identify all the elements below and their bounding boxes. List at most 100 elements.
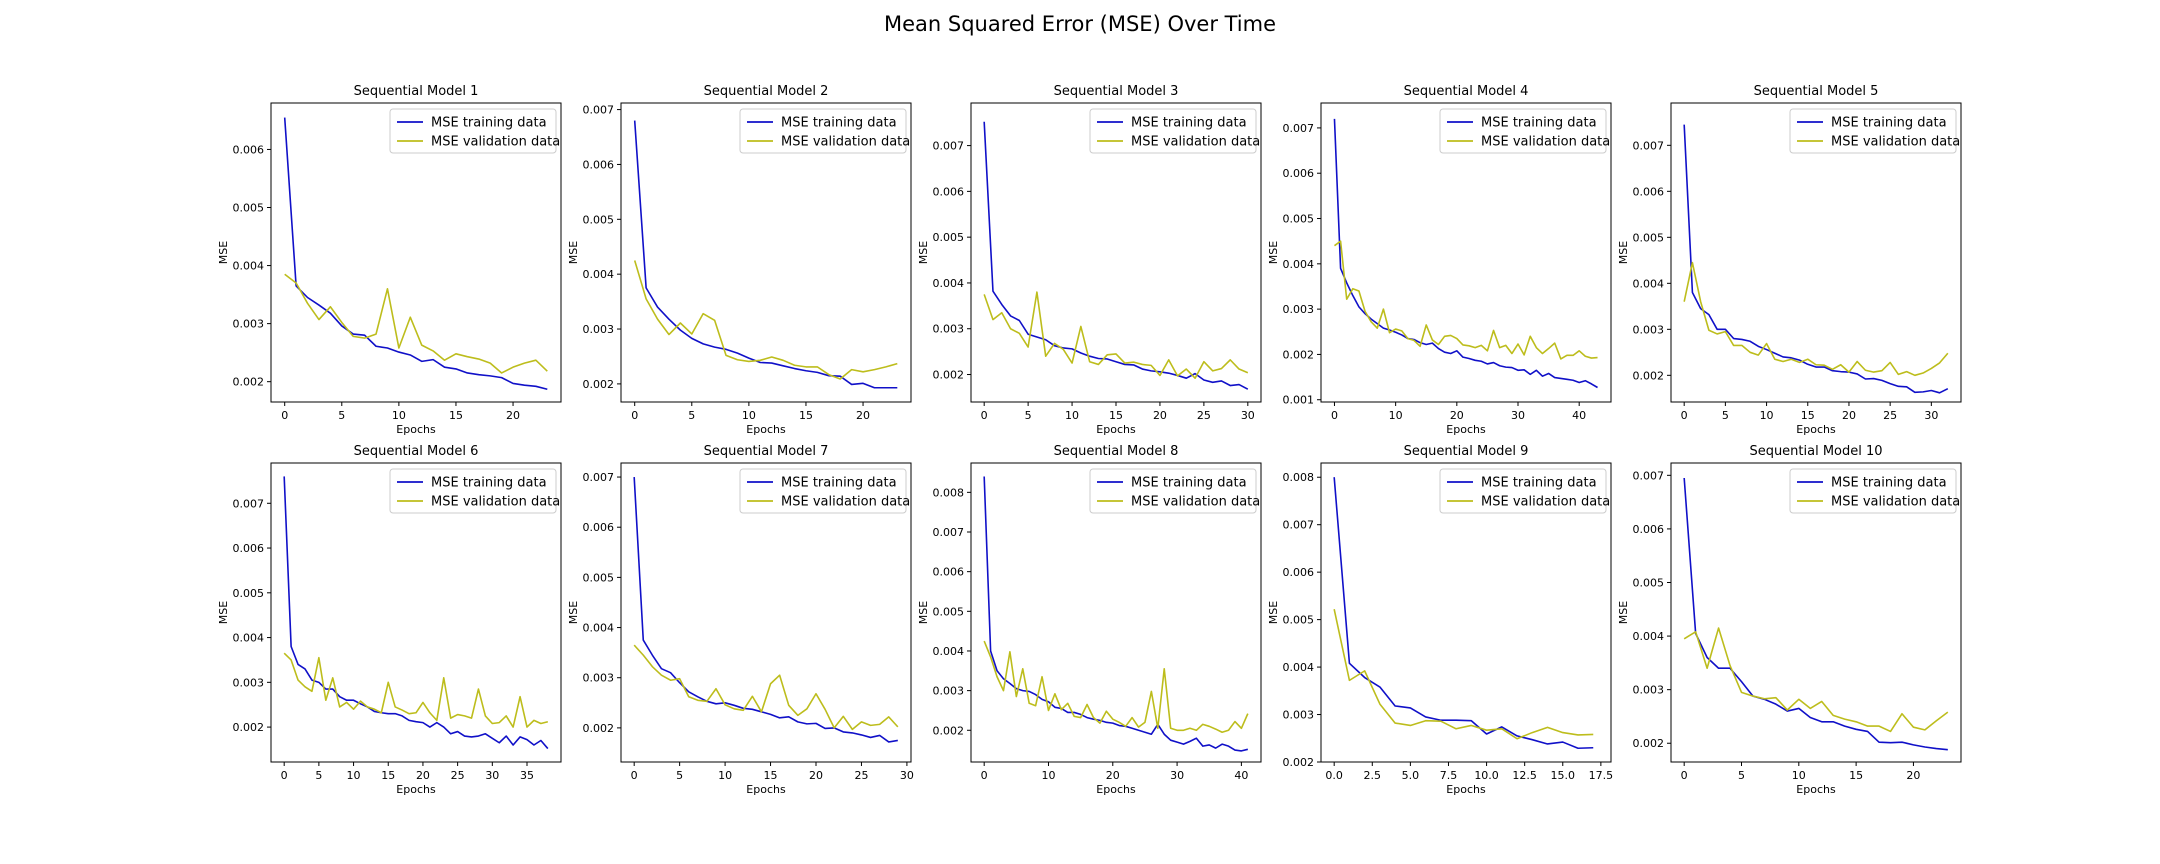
legend-box [1439,108,1607,154]
x-tick-label: 0 [1331,409,1338,422]
x-tick-label: 10 [347,769,361,782]
legend-training-label: MSE training data [1481,116,1597,131]
y-tick-label: 0.005 [233,587,265,600]
x-tick-label: 5 [1025,409,1032,422]
y-axis-label: MSE [1617,601,1630,624]
y-tick-label: 0.002 [583,378,615,391]
training-line [983,476,1249,752]
x-tick-label: 20 [1842,409,1856,422]
y-tick-label: 0.002 [1283,756,1315,769]
subplot-6: Sequential Model 6 0 5 10 15 20 25 30 35 Epochs 0.… [217,444,562,796]
y-axis: 0.002 0.003 0.004 0.005 0.006 0.007 0.008 MSE [917,486,971,737]
x-tick-label: 15 [1109,409,1123,422]
x-tick-label: 5 [315,769,322,782]
x-tick-label: 20 [1906,769,1920,782]
series-lines [983,476,1249,752]
x-tick-label: 10.0 [1474,769,1499,782]
y-tick-label: 0.006 [933,566,965,579]
legend: MSE training data MSE validation data [1089,108,1260,154]
x-tick-label: 0.0 [1325,769,1343,782]
legend-validation-label: MSE validation data [431,495,560,510]
subplot-title: Sequential Model 4 [1404,84,1529,99]
y-tick-label: 0.002 [583,722,615,735]
x-tick-label: 10 [392,409,406,422]
legend: MSE training data MSE validation data [739,468,910,514]
y-axis: 0.002 0.003 0.004 0.005 0.006 0.007 MSE [217,497,271,734]
training-line [1333,477,1594,750]
legend-box [739,108,907,154]
validation-line [983,291,1249,379]
series-lines [1333,118,1598,389]
subplot-9: Sequential Model 9 0.0 2.5 5.0 7.5 10.0 12.5 15… [1267,444,1613,796]
series-lines [283,476,549,750]
legend-validation-label: MSE validation data [1131,495,1260,510]
legend-box [389,468,557,514]
y-axis: 0.002 0.003 0.004 0.005 0.006 0.007 MSE [567,104,621,391]
legend-validation-label: MSE validation data [1481,135,1610,150]
x-tick-label: 30 [1170,769,1184,782]
x-tick-label: 15 [449,409,463,422]
y-tick-label: 0.006 [1633,523,1665,536]
y-tick-label: 0.005 [1633,231,1665,244]
x-tick-label: 15 [799,409,813,422]
x-tick-label: 20 [856,409,870,422]
x-axis-label: Epochs [1796,423,1836,436]
x-tick-label: 30 [1924,409,1938,422]
y-tick-label: 0.002 [1633,737,1665,750]
y-axis: 0.002 0.003 0.004 0.005 0.006 0.007 MSE [917,140,971,382]
x-tick-label: 0 [281,769,288,782]
subplot-3: Sequential Model 3 0 5 10 15 20 25 30 Epochs 0.00… [917,84,1262,436]
y-tick-label: 0.002 [933,724,965,737]
x-tick-label: 5 [676,769,683,782]
x-tick-label: 25 [1883,409,1897,422]
validation-line [1683,261,1949,377]
validation-line [633,644,899,731]
axes-frame [620,102,912,403]
y-axis: 0.002 0.003 0.004 0.005 0.006 0.007 MSE [1617,469,1671,750]
y-tick-label: 0.002 [233,721,265,734]
x-tick-label: 0 [981,769,988,782]
subplot-title: Sequential Model 9 [1404,444,1529,459]
legend-training-label: MSE training data [1831,476,1947,491]
y-tick-label: 0.007 [583,471,615,484]
x-tick-label: 17.5 [1589,769,1614,782]
subplot-2: Sequential Model 20 5 10 15 20Epochs0.0020.0… [567,84,912,436]
y-tick-label: 0.007 [1633,139,1665,152]
y-tick-label: 0.001 [1283,394,1315,407]
x-tick-label: 15 [1801,409,1815,422]
subplot-title: Sequential Model 6 [354,444,479,459]
x-axis: 0 10 20 30 40 Epochs [981,762,1248,796]
x-tick-label: 20 [1450,409,1464,422]
x-tick-label: 0 [631,409,638,422]
y-tick-label: 0.005 [933,605,965,618]
y-tick-label: 0.004 [233,260,265,273]
x-tick-label: 5 [1722,409,1729,422]
x-tick-label: 20 [416,769,430,782]
legend-box [1789,468,1957,514]
x-tick-label: 10 [1792,769,1806,782]
legend-validation-label: MSE validation data [781,135,910,150]
x-tick-label: 30 [1241,409,1255,422]
y-tick-label: 0.004 [1633,630,1665,643]
y-axis-label: MSE [917,241,930,264]
legend-training-label: MSE training data [1831,116,1947,131]
subplot-7: Sequential Model 7 0 5 10 15 20 25 30 Epochs 0.00… [567,444,914,796]
legend-training-label: MSE training data [1481,476,1597,491]
y-tick-label: 0.003 [933,323,965,336]
y-tick-label: 0.003 [1283,709,1315,722]
subplot-5: Sequential Model 5 0 5 10 15 20 25 30 Epochs 0.00… [1617,84,1962,436]
x-tick-label: 10 [1389,409,1403,422]
training-line [633,120,898,389]
y-axis-label: MSE [567,241,580,264]
x-axis-label: Epochs [1096,783,1136,796]
subplot-title: Sequential Model 2 [704,84,829,99]
y-tick-label: 0.005 [583,571,615,584]
x-tick-label: 5 [1738,769,1745,782]
subplot-grid: Sequential Model 10 5 10 15 20Epochs0.0020.0… [217,84,1962,796]
x-tick-label: 15 [381,769,395,782]
axes-frame [970,462,1262,763]
legend-box [1789,108,1957,154]
y-tick-label: 0.003 [583,672,615,685]
y-tick-label: 0.002 [233,376,265,389]
